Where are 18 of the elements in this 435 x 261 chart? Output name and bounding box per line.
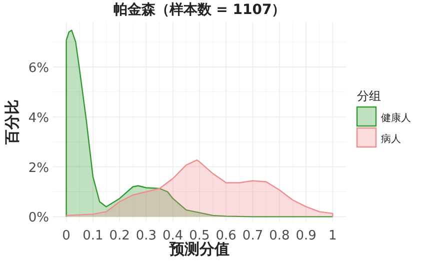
x-axis-title: 预测分值	[168, 240, 230, 258]
legend-label: 健康人	[381, 112, 411, 124]
y-tick-label: 6%	[28, 60, 49, 76]
y-tick-label: 0%	[28, 210, 49, 226]
legend-label: 病人	[381, 133, 401, 145]
x-tick-label: 0	[62, 228, 70, 244]
x-tick-label: 0.9	[296, 228, 316, 244]
x-tick-label: 0.8	[269, 228, 290, 244]
legend-title: 分组	[357, 89, 381, 103]
x-tick-label: 0.7	[242, 228, 264, 244]
x-tick-label: 0.1	[82, 228, 104, 244]
x-tick-label: 0.2	[109, 228, 130, 244]
y-tick-label: 2%	[28, 160, 49, 176]
chart-title: 帕金森（样本数 = 1107）	[113, 2, 286, 18]
y-axis-title: 百分比	[3, 99, 21, 146]
y-tick-label: 4%	[28, 110, 49, 126]
x-tick-label: 0.3	[136, 228, 157, 244]
x-tick-label: 1	[328, 228, 337, 244]
